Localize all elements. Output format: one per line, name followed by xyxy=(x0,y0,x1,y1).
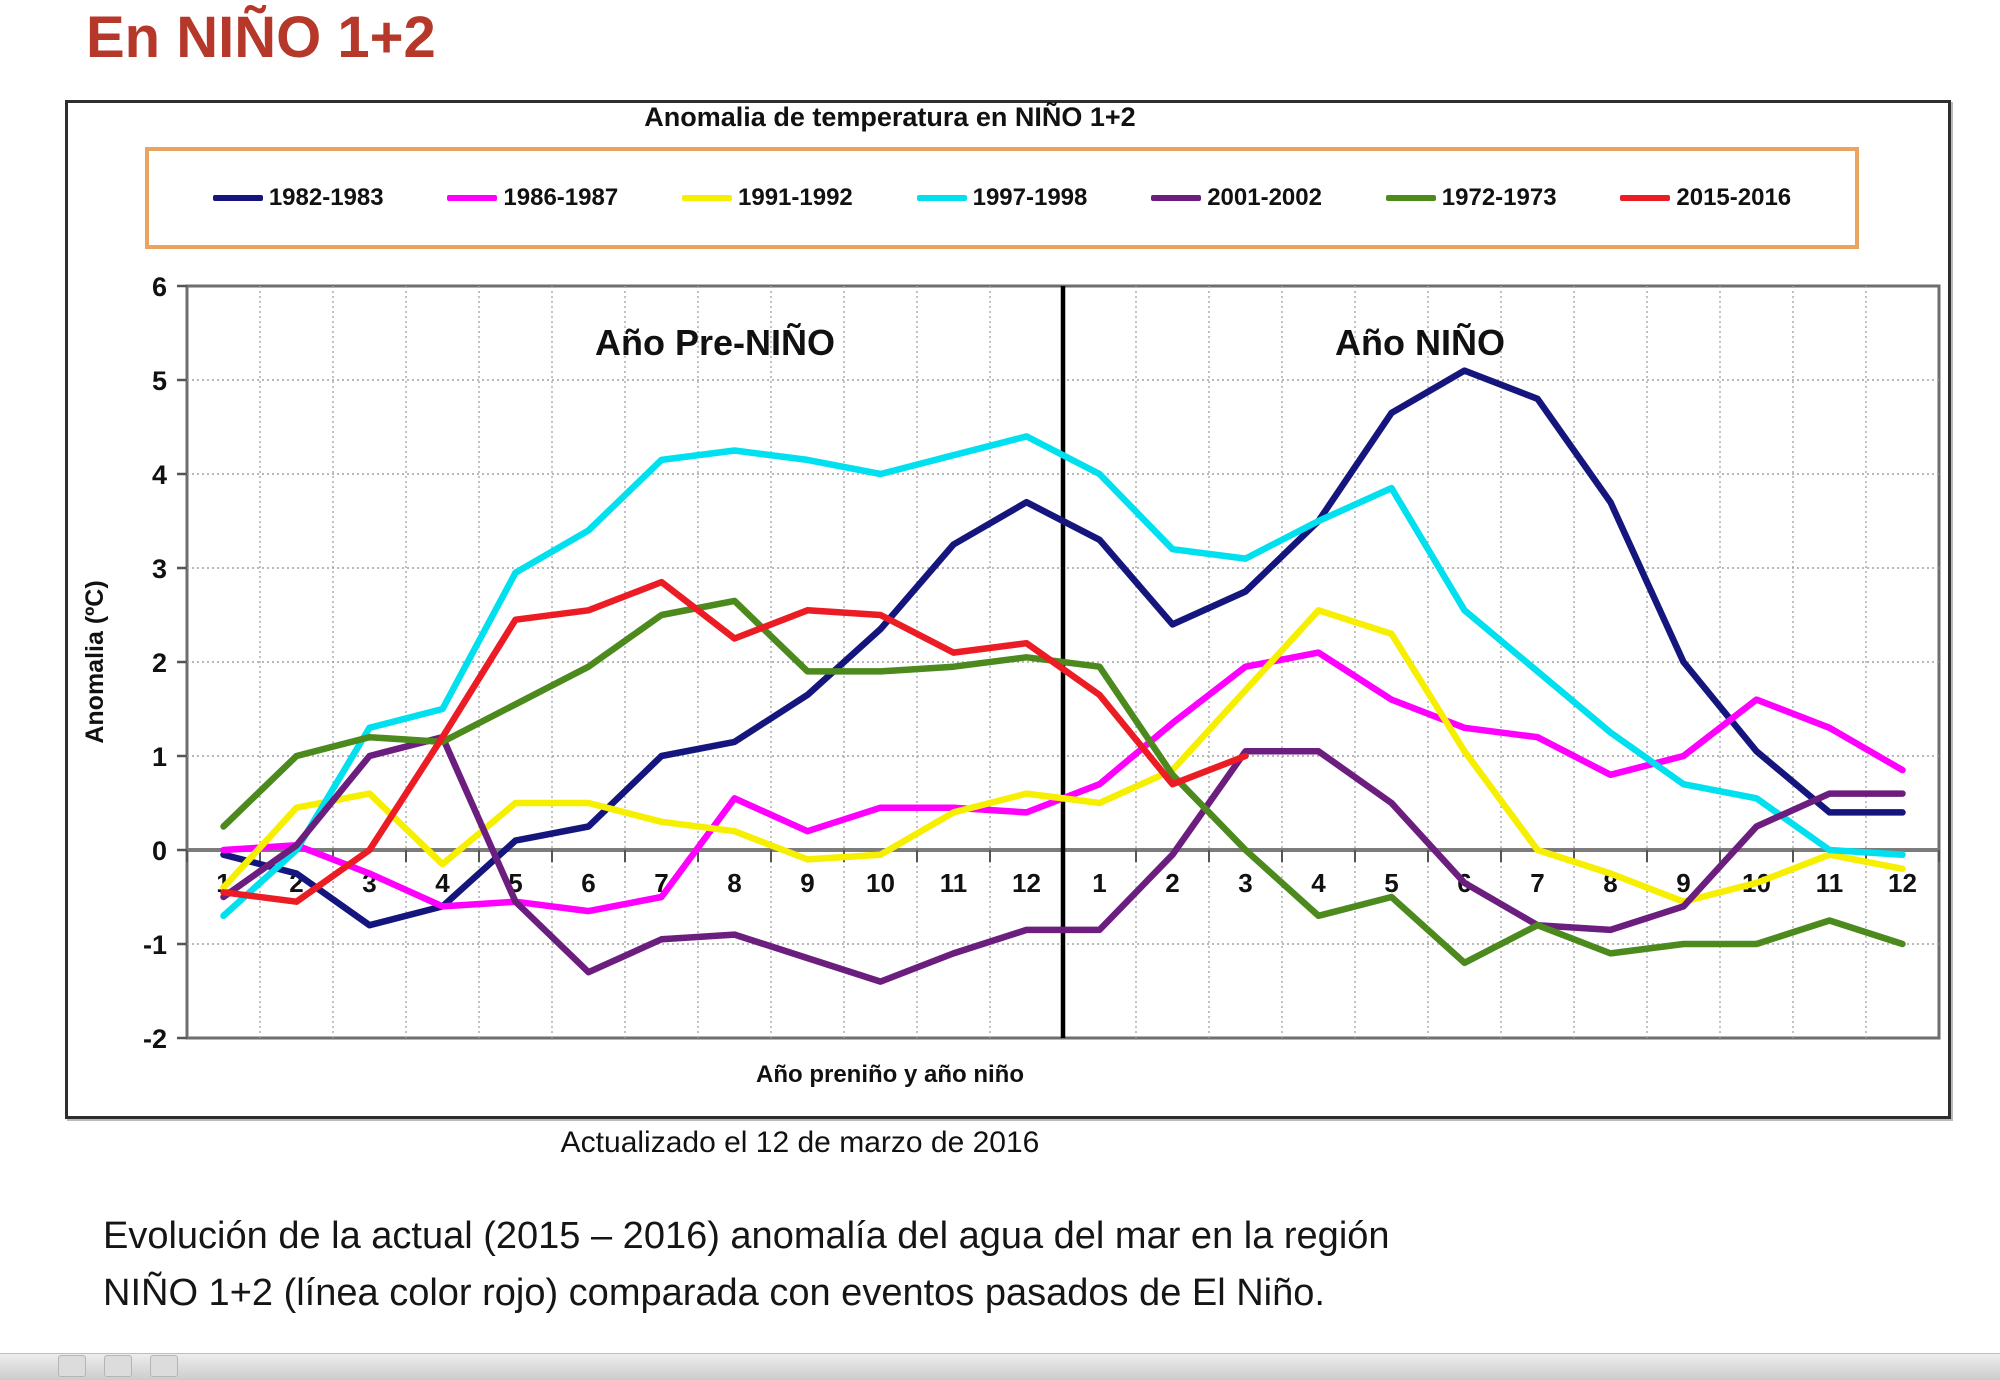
toolbar-icon-3[interactable] xyxy=(150,1355,178,1377)
legend-label-2001-2002: 2001-2002 xyxy=(1207,184,1322,211)
legend-swatch-2001-2002 xyxy=(1151,195,1202,201)
updated-note: Actualizado el 12 de marzo de 2016 xyxy=(560,1126,1040,1159)
legend-label-1982-1983: 1982-1983 xyxy=(268,184,384,211)
caption-line-2: NIÑO 1+2 (línea color rojo) comparada co… xyxy=(103,1272,1325,1314)
caption-line-1: Evolución de la actual (2015 – 2016) ano… xyxy=(103,1215,1390,1257)
legend-item-1986-1987: 1986-1987 xyxy=(447,184,618,212)
toolbar-icon-1[interactable] xyxy=(58,1355,86,1377)
chart-title: Anomalia de temperatura en NIÑO 1+2 xyxy=(644,102,1136,132)
legend-swatch-1986-1987 xyxy=(447,195,498,201)
legend-item-1972-1973: 1972-1973 xyxy=(1385,184,1557,212)
legend-item-2015-2016: 2015-2016 xyxy=(1620,184,1791,212)
legend-swatch-1982-1983 xyxy=(212,195,263,201)
legend-swatch-2015-2016 xyxy=(1620,195,1671,201)
legend-item-1991-1992: 1991-1992 xyxy=(682,184,853,212)
legend-swatch-1991-1992 xyxy=(682,195,732,201)
legend-label-1986-1987: 1986-1987 xyxy=(503,184,619,211)
legend-item-1997-1998: 1997-1998 xyxy=(916,184,1088,212)
legend-label-1997-1998: 1997-1998 xyxy=(972,184,1088,211)
legend-item-2001-2002: 2001-2002 xyxy=(1151,184,1322,212)
legend-swatch-1972-1973 xyxy=(1385,195,1436,201)
toolbar-icon-2[interactable] xyxy=(104,1355,132,1377)
viewer-toolbar xyxy=(0,1353,2000,1380)
legend-label-1991-1992: 1991-1992 xyxy=(738,184,853,211)
legend-item-1982-1983: 1982-1983 xyxy=(212,184,384,212)
caption: Evolución de la actual (2015 – 2016) ano… xyxy=(103,1208,1663,1322)
legend-swatch-1997-1998 xyxy=(916,195,967,201)
page-title: En NIÑO 1+2 xyxy=(86,5,436,70)
chart-frame xyxy=(65,100,1951,1119)
legend-label-2015-2016: 2015-2016 xyxy=(1676,184,1792,211)
legend-label-1972-1973: 1972-1973 xyxy=(1441,184,1557,211)
chart-legend: 1982-1983 1986-1987 1991-1992 1997-1998 2001… xyxy=(145,147,1859,249)
